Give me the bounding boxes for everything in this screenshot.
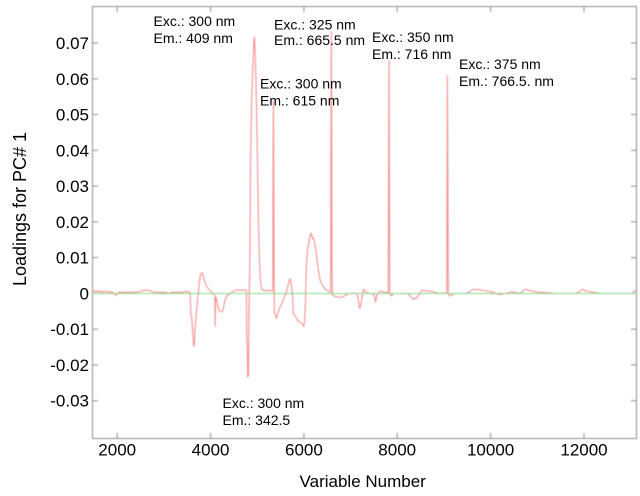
svg-text:Em.: 342.5: Em.: 342.5 [223,412,291,428]
svg-text:0.05: 0.05 [56,106,89,125]
svg-text:Em.: 615 nm: Em.: 615 nm [260,93,339,109]
svg-text:0.06: 0.06 [56,70,89,89]
svg-text:0.02: 0.02 [56,213,89,232]
svg-text:0.07: 0.07 [56,34,89,53]
svg-text:Exc.: 350 nm: Exc.: 350 nm [372,29,454,45]
svg-text:8000: 8000 [378,441,416,460]
svg-text:0.04: 0.04 [56,141,89,160]
svg-text:10000: 10000 [467,441,514,460]
svg-text:-0.01: -0.01 [50,320,89,339]
svg-text:4000: 4000 [192,441,230,460]
svg-text:6000: 6000 [285,441,323,460]
svg-text:-0.02: -0.02 [50,356,89,375]
svg-text:Exc.: 375 nm: Exc.: 375 nm [459,56,541,72]
svg-text:2000: 2000 [98,441,136,460]
svg-text:Em.: 716 nm: Em.: 716 nm [372,46,451,62]
svg-text:Exc.: 325 nm: Exc.: 325 nm [274,17,356,33]
svg-text:-0.03: -0.03 [50,392,89,411]
svg-text:12000: 12000 [560,441,607,460]
svg-text:Exc.: 300 nm: Exc.: 300 nm [260,76,342,92]
svg-text:Em.: 766.5. nm: Em.: 766.5. nm [459,73,554,89]
svg-text:Loadings for PC# 1: Loadings for PC# 1 [10,132,30,286]
svg-text:0.03: 0.03 [56,177,89,196]
svg-text:Exc.: 300 nm: Exc.: 300 nm [154,13,236,29]
svg-text:Em.: 665.5 nm: Em.: 665.5 nm [274,32,365,48]
svg-text:0: 0 [80,284,89,303]
svg-text:0.01: 0.01 [56,249,89,268]
svg-text:Exc.: 300 nm: Exc.: 300 nm [223,395,305,411]
svg-text:Variable Number: Variable Number [300,472,427,491]
svg-text:Em.: 409 nm: Em.: 409 nm [154,30,233,46]
